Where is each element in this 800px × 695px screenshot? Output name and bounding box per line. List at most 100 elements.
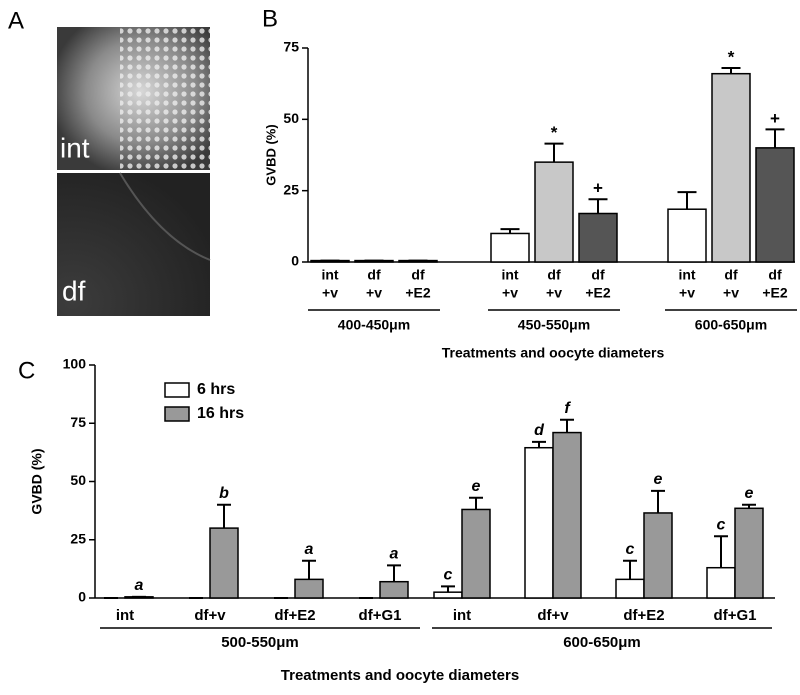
bar	[578, 212, 618, 263]
x-tick-label: df	[768, 267, 782, 283]
x-tick-label: +v	[322, 285, 338, 301]
x-tick-label: +E2	[762, 285, 788, 301]
y-tick-label: 25	[283, 181, 299, 197]
x-tick-label: int	[116, 607, 134, 624]
y-tick-label: 50	[70, 472, 86, 488]
bar	[534, 161, 574, 263]
x-tick-label: +v	[679, 285, 695, 301]
error-bar	[651, 489, 665, 513]
x-tick-label: df+G1	[359, 607, 402, 624]
group-label: 400-450μm	[338, 317, 410, 333]
group-label: 600-650μm	[563, 634, 641, 651]
image-label: int	[60, 132, 90, 163]
x-tick-label: df	[367, 267, 381, 283]
error-bar	[532, 440, 546, 448]
annotation: a	[135, 577, 144, 594]
y-axis-title: GVBD (%)	[29, 448, 45, 514]
bar	[706, 566, 736, 599]
x-tick-label: +E2	[585, 285, 611, 301]
annotation: a	[390, 546, 399, 563]
bar	[667, 208, 707, 263]
error-bar	[544, 142, 564, 163]
bar	[711, 72, 751, 263]
x-tick-label: int	[678, 267, 695, 283]
bar	[490, 232, 530, 263]
legend-label: 16 hrs	[197, 405, 244, 422]
group-label: 450-550μm	[518, 317, 590, 333]
image-label: df	[62, 275, 86, 306]
bar	[433, 591, 463, 599]
bar	[524, 446, 554, 599]
x-axis-title: Treatments and oocyte diameters	[442, 345, 665, 361]
error-bar	[588, 198, 608, 214]
legend-swatch	[164, 406, 190, 422]
group-label: 600-650μm	[695, 317, 767, 333]
error-bar	[387, 564, 401, 582]
x-tick-label: df	[411, 267, 425, 283]
y-tick-label: 75	[70, 414, 86, 430]
annotation: d	[534, 422, 545, 439]
panel-letter: B	[262, 5, 278, 32]
annotation: *	[728, 47, 735, 66]
bar	[734, 507, 764, 599]
error-bar	[677, 191, 697, 210]
legend-swatch	[164, 382, 190, 398]
y-tick-label: 0	[291, 253, 299, 269]
x-tick-label: +E2	[405, 285, 431, 301]
annotation: c	[717, 516, 726, 533]
x-tick-label: df	[591, 267, 605, 283]
error-bar	[623, 559, 637, 580]
annotation: c	[444, 567, 453, 584]
x-tick-label: +v	[366, 285, 382, 301]
annotation: e	[472, 478, 481, 495]
micrograph	[57, 27, 211, 316]
bar	[209, 527, 239, 599]
y-tick-label: 75	[283, 39, 299, 55]
x-tick-label: df+E2	[274, 607, 315, 624]
y-axis-title: GVBD (%)	[263, 124, 278, 185]
x-tick-label: +v	[546, 285, 562, 301]
x-tick-label: df+v	[537, 607, 569, 624]
error-bar	[500, 228, 520, 234]
bar	[552, 431, 582, 599]
bar	[615, 578, 645, 599]
annotation: e	[745, 485, 754, 502]
x-tick-label: df+G1	[714, 607, 757, 624]
x-axis-title: Treatments and oocyte diameters	[281, 667, 519, 684]
group-label: 500-550μm	[221, 634, 299, 651]
x-tick-label: df+v	[194, 607, 226, 624]
x-tick-label: int	[501, 267, 518, 283]
annotation: f	[564, 400, 571, 417]
bar	[461, 508, 491, 599]
error-bar	[765, 128, 785, 148]
error-bar	[714, 535, 728, 568]
error-bar	[441, 585, 455, 593]
annotation: a	[305, 541, 314, 558]
panel-letter: C	[18, 357, 35, 384]
error-bar	[302, 559, 316, 580]
y-tick-label: 25	[70, 530, 86, 546]
x-tick-label: +v	[502, 285, 518, 301]
error-bar	[469, 496, 483, 510]
x-tick-label: df	[724, 267, 738, 283]
panel-letter: A	[8, 7, 24, 34]
annotation: +	[593, 179, 603, 198]
x-tick-label: int	[321, 267, 338, 283]
error-bar	[217, 503, 231, 529]
bar	[294, 578, 324, 599]
y-tick-label: 50	[283, 110, 299, 126]
error-bar	[560, 418, 574, 433]
annotation: +	[770, 109, 780, 128]
error-bar	[721, 66, 741, 74]
annotation: *	[551, 123, 558, 142]
annotation: e	[654, 471, 663, 488]
x-tick-label: df+E2	[623, 607, 664, 624]
bar	[643, 512, 673, 599]
bar	[755, 147, 795, 263]
x-tick-label: +v	[723, 285, 739, 301]
annotation: c	[626, 541, 635, 558]
annotation: b	[219, 485, 229, 502]
y-tick-label: 100	[63, 356, 87, 372]
x-tick-label: int	[453, 607, 471, 624]
